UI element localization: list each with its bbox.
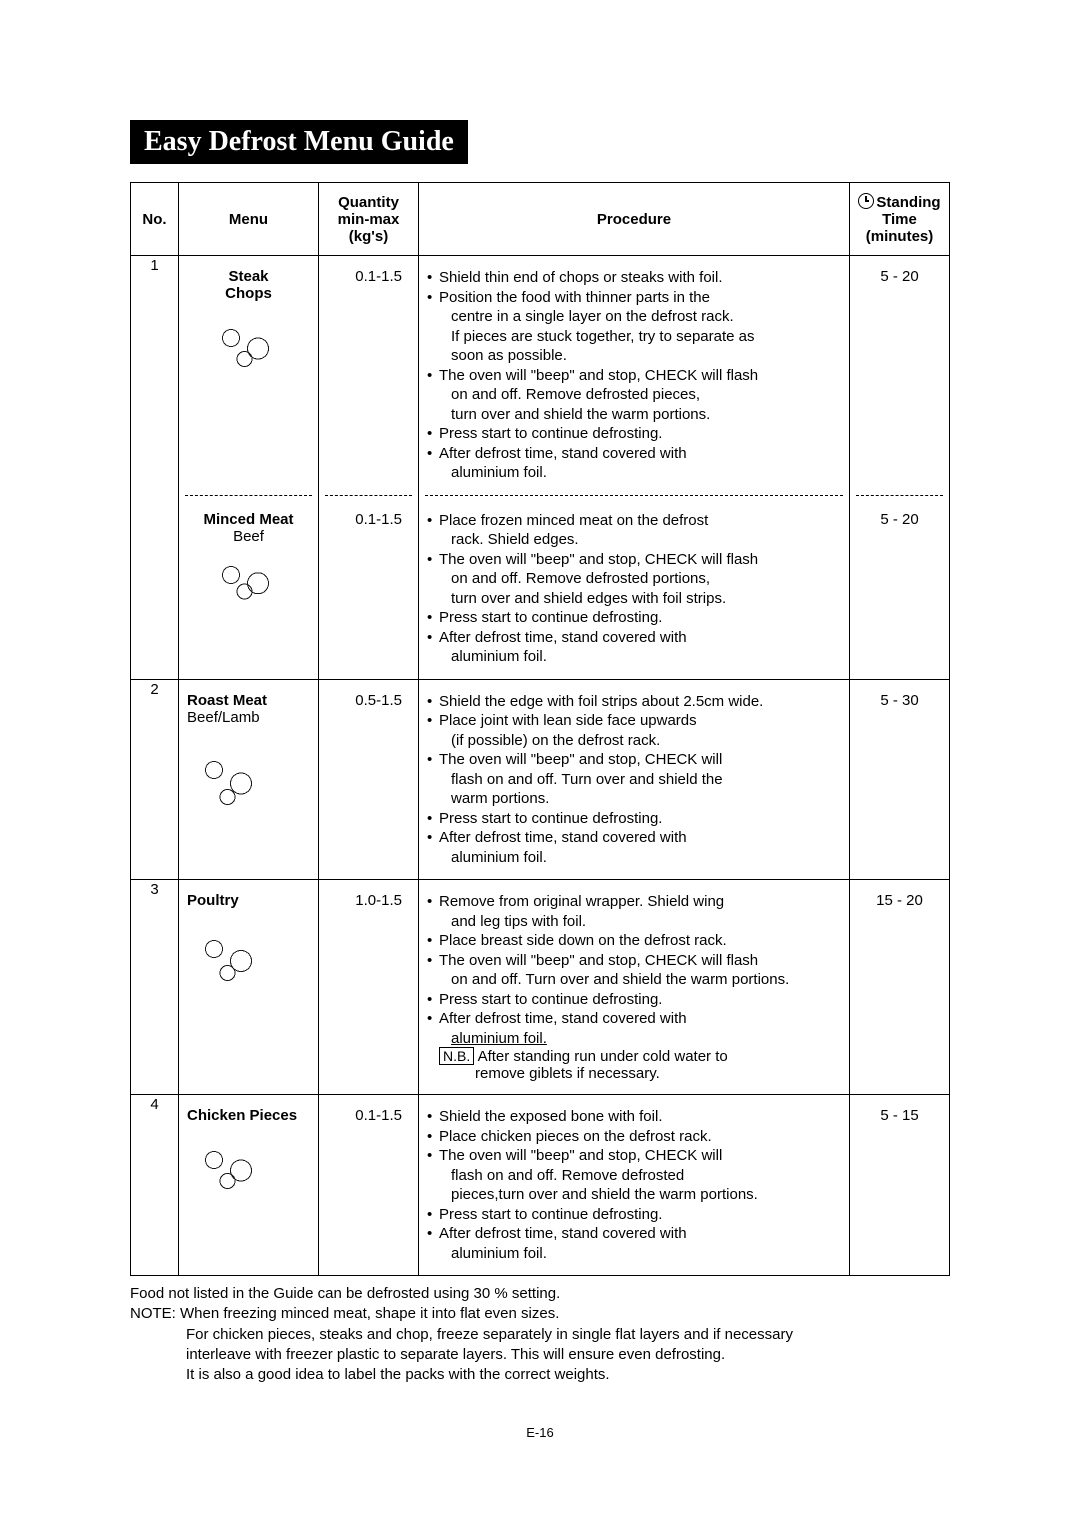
food-icon (204, 553, 294, 608)
menu-title: Roast Meat (187, 692, 310, 709)
proc-step: The oven will "beep" and stop, CHECK wil… (427, 951, 841, 990)
note-line: NOTE: When freezing minced meat, shape i… (130, 1304, 950, 1324)
proc-step: Shield thin end of chops or steaks with … (427, 268, 841, 288)
table-row: 1 Steak Chops 0.1-1.5 Shield thin end of… (131, 256, 950, 495)
header-no: No. (131, 183, 179, 256)
quantity-cell: 0.1-1.5 (319, 256, 419, 495)
table-row: 3 Poultry 1.0-1.5 Remove from original w… (131, 880, 950, 1095)
quantity-cell: 0.1-1.5 (319, 499, 419, 680)
proc-step: The oven will "beep" and stop, CHECK wil… (427, 750, 841, 809)
proc-step: Press start to continue defrosting. (427, 608, 841, 628)
proc-step: After defrost time, stand covered withal… (427, 828, 841, 867)
nb-label: N.B. (439, 1047, 474, 1065)
proc-step: Place chicken pieces on the defrost rack… (427, 1127, 841, 1147)
menu-sub: Beef/Lamb (187, 709, 310, 726)
table-row: Minced Meat Beef 0.1-1.5 Place frozen mi… (131, 499, 950, 680)
procedure-cell: Place frozen minced meat on the defrostr… (419, 499, 850, 680)
time-cell: 5 - 20 (850, 256, 950, 495)
quantity-cell: 1.0-1.5 (319, 880, 419, 1095)
food-icon (187, 1132, 277, 1202)
menu-title: Steak (187, 268, 310, 285)
proc-step: Shield the exposed bone with foil. (427, 1107, 841, 1127)
note-line: It is also a good idea to label the pack… (130, 1365, 950, 1385)
header-procedure: Procedure (419, 183, 850, 256)
proc-step: Place frozen minced meat on the defrostr… (427, 511, 841, 550)
proc-step: After defrost time, stand covered withal… (427, 628, 841, 667)
quantity-cell: 0.5-1.5 (319, 679, 419, 880)
row-no: 3 (131, 880, 179, 1095)
menu-cell: Steak Chops (179, 256, 319, 495)
nb-line: N.B. After standing run under cold water… (427, 1048, 841, 1082)
proc-step: After defrost time, stand covered withal… (427, 1009, 841, 1048)
menu-cell: Roast Meat Beef/Lamb (179, 679, 319, 880)
food-icon (204, 310, 294, 380)
proc-step: After defrost time, stand covered withal… (427, 444, 841, 483)
procedure-cell: Shield the edge with foil strips about 2… (419, 679, 850, 880)
proc-step: Position the food with thinner parts in … (427, 288, 841, 366)
proc-step: Place joint with lean side face upwards(… (427, 711, 841, 750)
menu-title: Minced Meat (187, 511, 310, 528)
note-line: Food not listed in the Guide can be defr… (130, 1284, 950, 1304)
menu-cell: Minced Meat Beef (179, 499, 319, 680)
notes-block: Food not listed in the Guide can be defr… (130, 1284, 950, 1385)
food-icon (187, 917, 277, 997)
proc-step: The oven will "beep" and stop, CHECK wil… (427, 1146, 841, 1205)
header-menu: Menu (179, 183, 319, 256)
proc-step: Press start to continue defrosting. (427, 990, 841, 1010)
time-cell: 5 - 15 (850, 1095, 950, 1276)
page-title: Easy Defrost Menu Guide (130, 120, 468, 164)
header-standing-time: Standing Time (minutes) (850, 183, 950, 256)
clock-icon (858, 193, 874, 209)
menu-title-2: Chops (187, 285, 310, 302)
row-no: 1 (131, 256, 179, 680)
time-cell: 15 - 20 (850, 880, 950, 1095)
proc-step: Press start to continue defrosting. (427, 424, 841, 444)
row-no: 2 (131, 679, 179, 880)
menu-title: Chicken Pieces (187, 1107, 310, 1124)
table-header-row: No. Menu Quantity min-max (kg's) Procedu… (131, 183, 950, 256)
time-cell: 5 - 20 (850, 499, 950, 680)
time-cell: 5 - 30 (850, 679, 950, 880)
proc-step: The oven will "beep" and stop, CHECK wil… (427, 550, 841, 609)
page-number: E-16 (130, 1425, 950, 1440)
row-no: 4 (131, 1095, 179, 1276)
proc-step: Press start to continue defrosting. (427, 1205, 841, 1225)
header-qty: Quantity min-max (kg's) (319, 183, 419, 256)
proc-step: The oven will "beep" and stop, CHECK wil… (427, 366, 841, 425)
proc-step: After defrost time, stand covered withal… (427, 1224, 841, 1263)
proc-step: Remove from original wrapper. Shield win… (427, 892, 841, 931)
proc-step: Press start to continue defrosting. (427, 809, 841, 829)
procedure-cell: Remove from original wrapper. Shield win… (419, 880, 850, 1095)
table-row: 4 Chicken Pieces 0.1-1.5 Shield the expo… (131, 1095, 950, 1276)
menu-cell: Chicken Pieces (179, 1095, 319, 1276)
procedure-cell: Shield the exposed bone with foil. Place… (419, 1095, 850, 1276)
table-row: 2 Roast Meat Beef/Lamb 0.5-1.5 Shield th… (131, 679, 950, 880)
page-container: Easy Defrost Menu Guide No. Menu Quantit… (0, 0, 1080, 1500)
food-icon (187, 734, 277, 824)
defrost-table: No. Menu Quantity min-max (kg's) Procedu… (130, 182, 950, 1276)
quantity-cell: 0.1-1.5 (319, 1095, 419, 1276)
menu-cell: Poultry (179, 880, 319, 1095)
procedure-cell: Shield thin end of chops or steaks with … (419, 256, 850, 495)
note-line: For chicken pieces, steaks and chop, fre… (130, 1325, 950, 1345)
menu-title: Poultry (187, 892, 310, 909)
proc-step: Place breast side down on the defrost ra… (427, 931, 841, 951)
proc-step: Shield the edge with foil strips about 2… (427, 692, 841, 712)
menu-sub: Beef (187, 528, 310, 545)
note-line: interleave with freezer plastic to separ… (130, 1345, 950, 1365)
